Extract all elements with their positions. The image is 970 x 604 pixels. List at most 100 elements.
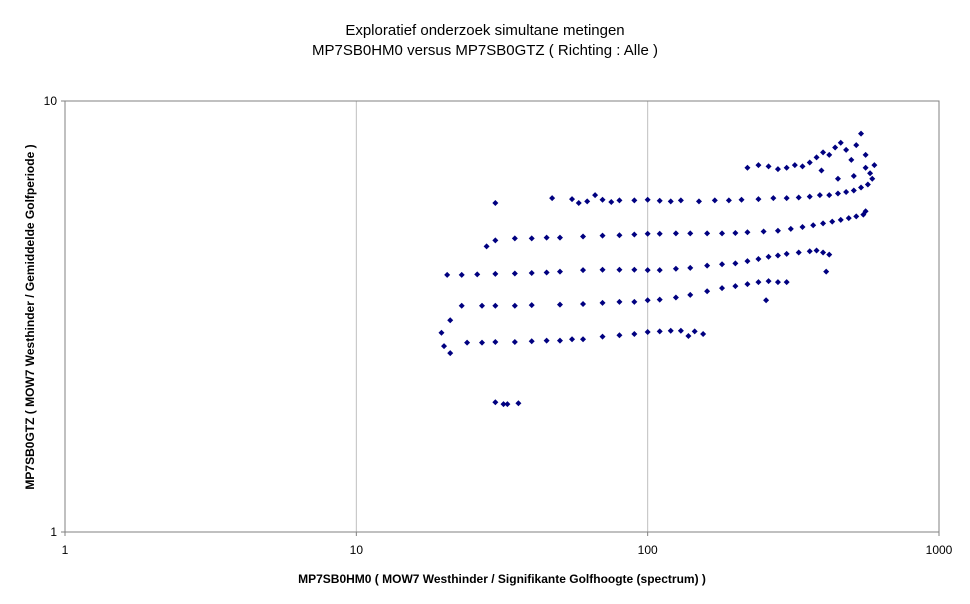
scatter-point — [845, 215, 852, 222]
scatter-point — [848, 156, 855, 163]
scatter-series — [492, 181, 871, 206]
point-layer — [438, 130, 878, 408]
scatter-point — [813, 154, 820, 161]
scatter-point — [744, 229, 751, 236]
scatter-point — [599, 196, 606, 203]
scatter-point — [580, 267, 587, 274]
scatter-point — [774, 252, 781, 259]
scatter-point — [783, 195, 790, 202]
scatter-point — [858, 130, 865, 137]
scatter-point — [795, 194, 802, 201]
scatter-point — [704, 288, 711, 295]
scatter-point — [816, 192, 823, 199]
scatter-point — [791, 162, 798, 169]
scatter-point — [644, 329, 651, 336]
scatter-point — [719, 285, 726, 292]
scatter-point — [719, 261, 726, 268]
scatter-point — [599, 232, 606, 239]
chart-title: Exploratief onderzoek simultane metingen — [345, 22, 625, 39]
scatter-point — [862, 151, 869, 158]
scatter-point — [492, 199, 499, 206]
scatter-point — [806, 248, 813, 255]
scatter-point — [616, 266, 623, 273]
scatter-point — [864, 181, 871, 188]
scatter-point — [687, 230, 694, 237]
scatter-point — [774, 166, 781, 173]
scatter-point — [543, 234, 550, 241]
scatter-point — [483, 243, 490, 250]
scatter-point — [732, 260, 739, 267]
scatter-point — [820, 220, 827, 227]
scatter-point — [719, 230, 726, 237]
x-axis-label: MP7SB0HM0 ( MOW7 Westhinder / Signifikan… — [298, 572, 706, 586]
scatter-point — [755, 162, 762, 169]
scatter-point — [492, 338, 499, 345]
scatter-point — [580, 336, 587, 343]
scatter-point — [500, 401, 507, 408]
scatter-point — [820, 249, 827, 256]
scatter-series — [483, 208, 869, 250]
scatter-point — [644, 297, 651, 304]
scatter-point — [850, 172, 857, 179]
scatter-point — [738, 196, 745, 203]
scatter-point — [511, 338, 518, 345]
scatter-point — [672, 265, 679, 272]
scatter-point — [869, 175, 876, 182]
scatter-point — [677, 197, 684, 204]
scatter-point — [474, 271, 481, 278]
scatter-point — [823, 268, 830, 275]
scatter-point — [528, 269, 535, 276]
chart-subtitle: MP7SB0HM0 versus MP7SB0GTZ ( Richting : … — [312, 42, 658, 59]
scatter-point — [871, 162, 878, 169]
scatter-point — [799, 163, 806, 170]
scatter-point — [672, 230, 679, 237]
scatter-point — [644, 267, 651, 274]
scatter-point — [732, 230, 739, 237]
scatter-point — [656, 197, 663, 204]
scatter-point — [656, 267, 663, 274]
scatter-point — [774, 227, 781, 234]
scatter-point — [826, 251, 833, 258]
scatter-point — [711, 197, 718, 204]
scatter-point — [644, 196, 651, 203]
x-tick-label: 100 — [638, 543, 658, 557]
grid-layer — [355, 101, 649, 532]
scatter-point — [656, 230, 663, 237]
scatter-point — [556, 301, 563, 308]
scatter-point — [599, 333, 606, 340]
scatter-point — [691, 328, 698, 335]
y-tick-label: 10 — [44, 94, 58, 108]
scatter-point — [447, 350, 454, 357]
scatter-point — [843, 146, 850, 153]
plot-area-frame — [64, 100, 940, 533]
scatter-point — [853, 142, 860, 149]
scatter-point — [479, 339, 486, 346]
scatter-point — [515, 400, 522, 407]
scatter-point — [656, 296, 663, 303]
scatter-point — [732, 283, 739, 290]
scatter-point — [843, 188, 850, 195]
scatter-point — [528, 235, 535, 242]
scatter-point — [744, 281, 751, 288]
scatter-point — [760, 228, 767, 235]
scatter-point — [556, 268, 563, 275]
scatter-point — [806, 159, 813, 166]
scatter-point — [584, 198, 591, 205]
scatter-point — [704, 230, 711, 237]
x-tick-label: 1000 — [926, 543, 953, 557]
scatter-point — [447, 317, 454, 324]
scatter-point — [644, 230, 651, 237]
scatter-point — [774, 279, 781, 286]
scatter-point — [787, 225, 794, 232]
scatter-point — [813, 247, 820, 254]
tick-layer: 1 10 100 1000 1 10 — [44, 94, 953, 557]
scatter-point — [832, 144, 839, 151]
scatter-point — [511, 270, 518, 277]
scatter-point — [770, 195, 777, 202]
scatter-point — [569, 196, 576, 203]
scatter-point — [656, 328, 663, 335]
scatter-point — [631, 331, 638, 338]
scatter-point — [795, 249, 802, 256]
scatter-point — [511, 302, 518, 309]
